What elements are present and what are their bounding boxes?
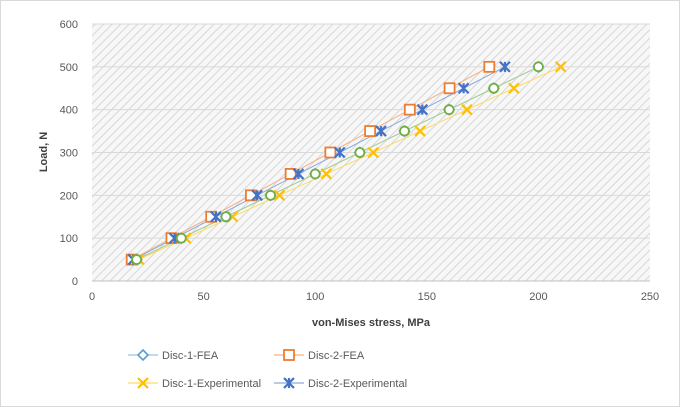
data-point (399, 125, 410, 137)
legend-item: Disc-1-Experimental (128, 377, 261, 390)
data-point (175, 232, 187, 244)
x-tick-label: 50 (197, 291, 209, 303)
data-point (251, 189, 263, 202)
data-point (309, 168, 321, 180)
series-line-2 (138, 66, 561, 261)
series-line-1 (131, 66, 490, 261)
x-tick-label: 250 (641, 291, 659, 303)
y-axis-ticks: 0 100 200 300 400 500 600 (60, 19, 78, 288)
data-point (265, 189, 276, 201)
series-line-4 (136, 66, 539, 261)
legend-item: Disc-1-FEA (128, 348, 219, 362)
y-tick-label: 400 (60, 105, 78, 117)
data-point (324, 146, 337, 159)
legend-label: Disc-1-Experimental (162, 378, 261, 390)
series-markers (125, 60, 567, 266)
legend-marker (283, 377, 295, 389)
series-line-3 (133, 66, 506, 261)
data-point (533, 61, 544, 73)
legend-item: Disc-2-FEA (274, 349, 365, 362)
x-tick-label: 200 (529, 291, 547, 303)
y-tick-label: 600 (60, 19, 78, 31)
y-tick-label: 500 (60, 62, 78, 74)
data-point (364, 125, 377, 137)
legend-label: Disc-2-FEA (308, 350, 365, 362)
data-point (414, 125, 426, 137)
legend-marker (283, 349, 295, 361)
legend-label: Disc-1-FEA (162, 350, 219, 362)
data-point (273, 189, 286, 202)
data-point (354, 147, 366, 158)
data-point (457, 82, 470, 95)
data-point (367, 146, 380, 159)
legend: Disc-1-FEA Disc-2-FEA Disc-1-Experimental D… (128, 348, 407, 390)
legend-item: Disc-2-Experimental (274, 377, 407, 390)
data-point (210, 210, 222, 223)
data-point (131, 254, 143, 265)
data-point (443, 104, 455, 116)
x-tick-label: 0 (89, 291, 95, 303)
y-tick-label: 0 (72, 276, 78, 288)
data-point (333, 146, 346, 159)
data-point (443, 82, 456, 95)
data-point (375, 125, 387, 137)
y-tick-label: 300 (60, 148, 78, 160)
legend-marker (137, 377, 149, 389)
data-point (284, 168, 297, 180)
data-point (292, 168, 305, 180)
series-lines (131, 66, 561, 261)
data-point (320, 168, 333, 180)
x-tick-label: 100 (306, 291, 324, 303)
x-tick-label: 150 (418, 291, 436, 303)
data-point (416, 103, 429, 116)
x-axis-ticks: 0 50 100 150 200 250 (89, 291, 659, 303)
y-axis-title: Load, N (38, 132, 50, 172)
data-point (483, 60, 496, 73)
y-tick-label: 200 (60, 190, 78, 202)
data-point (499, 61, 511, 73)
gridlines (92, 23, 650, 239)
data-point (488, 82, 500, 94)
x-axis-title: von-Mises stress, MPa (312, 317, 431, 329)
data-point (508, 82, 520, 95)
y-tick-label: 100 (60, 233, 78, 245)
data-point (461, 103, 473, 116)
legend-label: Disc-2-Experimental (308, 378, 407, 390)
data-point (554, 61, 567, 73)
data-point (220, 211, 232, 223)
legend-marker (136, 348, 150, 362)
data-point (403, 103, 416, 116)
